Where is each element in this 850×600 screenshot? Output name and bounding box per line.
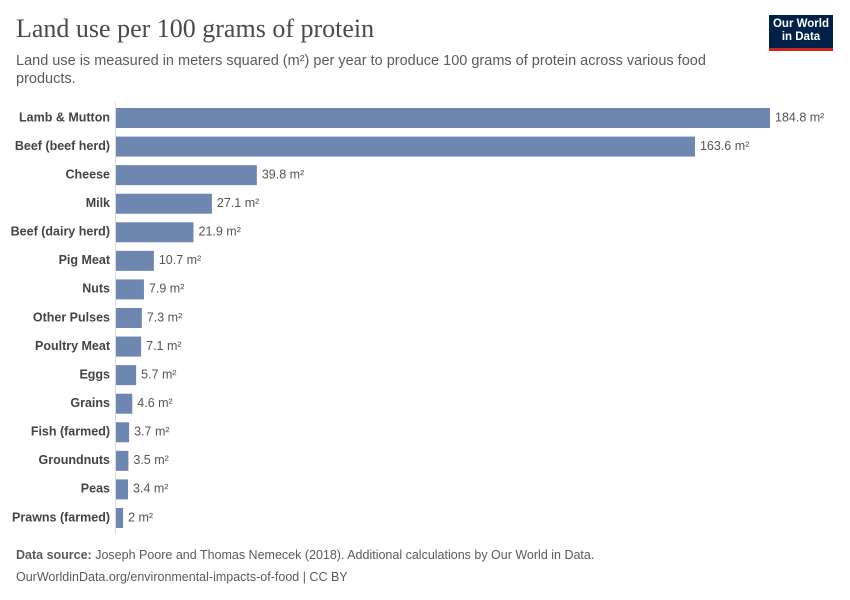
bar [116, 193, 212, 214]
value-label: 10.7 m² [159, 253, 201, 267]
category-label: Eggs [79, 367, 110, 381]
bar [116, 165, 257, 186]
category-label: Beef (dairy herd) [11, 225, 110, 239]
bar [116, 136, 695, 157]
category-label: Poultry Meat [35, 339, 111, 353]
value-label: 163.6 m² [700, 139, 749, 153]
value-label: 5.7 m² [141, 367, 176, 381]
value-label: 7.9 m² [149, 282, 184, 296]
bar [116, 250, 154, 271]
category-label: Prawns (farmed) [12, 510, 110, 524]
bar [116, 507, 124, 528]
category-label: Beef (beef herd) [15, 139, 110, 153]
bar [116, 279, 144, 300]
bar [116, 450, 129, 471]
value-label: 184.8 m² [775, 110, 824, 124]
bar [116, 307, 142, 328]
chart-subtitle: Land use is measured in meters squared (… [16, 53, 706, 87]
value-label: 3.4 m² [133, 482, 168, 496]
value-label: 39.8 m² [262, 167, 304, 181]
category-label: Nuts [82, 282, 110, 296]
source-label: Data source: [16, 548, 92, 562]
logo-line: Our World [772, 18, 829, 30]
value-label: 7.1 m² [146, 339, 181, 353]
bar [116, 422, 130, 443]
bar [116, 336, 142, 357]
category-label: Peas [81, 482, 110, 496]
category-label: Fish (farmed) [31, 425, 110, 439]
chart-title: Land use per 100 grams of protein [16, 14, 375, 43]
category-label: Groundnuts [38, 453, 110, 467]
bar [116, 393, 133, 414]
source: Data source: Joseph Poore and Thomas Nem… [16, 548, 594, 562]
bar [116, 365, 137, 386]
category-label: Pig Meat [59, 253, 111, 267]
value-label: 3.5 m² [133, 453, 168, 467]
source-text: Joseph Poore and Thomas Nemecek (2018). … [95, 548, 595, 562]
logo[interactable]: Our World in Data [769, 15, 833, 51]
value-label: 2 m² [128, 510, 153, 524]
category-label: Milk [86, 196, 110, 210]
value-label: 3.7 m² [134, 425, 169, 439]
value-label: 27.1 m² [217, 196, 259, 210]
category-label: Grains [70, 396, 110, 410]
bar [116, 222, 194, 243]
bar [116, 479, 129, 500]
bar [116, 108, 770, 128]
source-url[interactable]: OurWorldinData.org/environmental-impacts… [16, 570, 348, 584]
value-label: 4.6 m² [137, 396, 172, 410]
category-label: Cheese [66, 167, 111, 181]
value-label: 7.3 m² [147, 310, 182, 324]
logo-line: in Data [781, 31, 821, 43]
category-label: Other Pulses [33, 310, 110, 324]
value-label: 21.9 m² [199, 225, 241, 239]
category-label: Lamb & Mutton [19, 110, 110, 124]
